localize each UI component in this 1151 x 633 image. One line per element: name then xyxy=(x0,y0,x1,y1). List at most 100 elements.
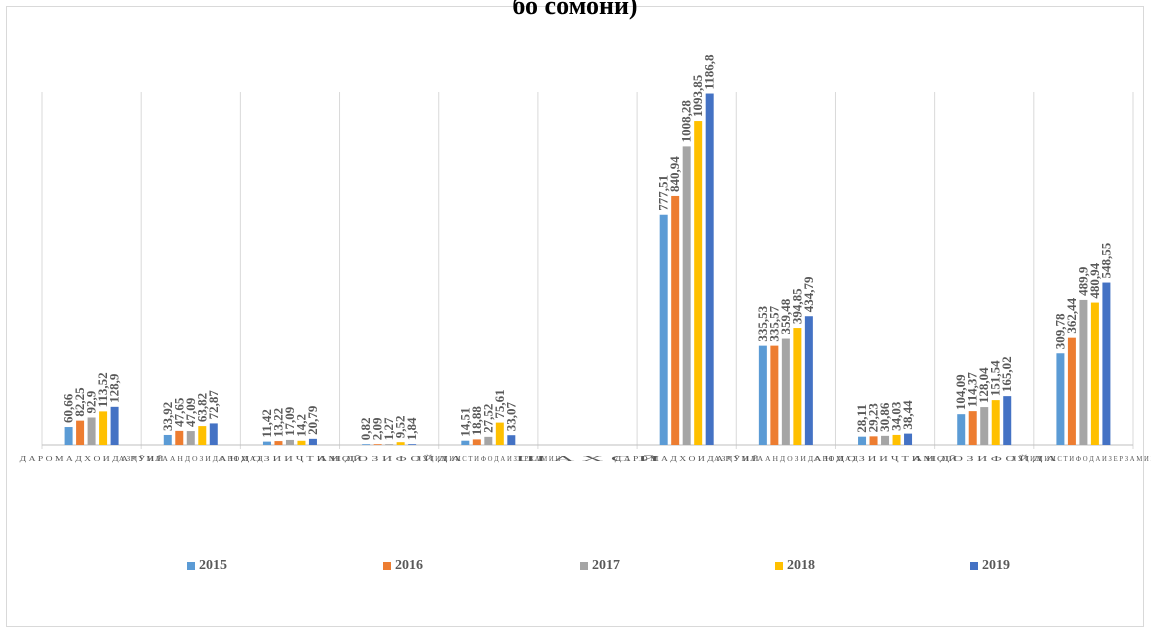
bar-2016 xyxy=(770,345,779,445)
data-label: 777,51 xyxy=(656,175,671,211)
bar-2016 xyxy=(373,444,382,445)
bar-2018 xyxy=(694,121,703,445)
legend-label: 2017 xyxy=(592,558,620,573)
bar-2017 xyxy=(186,431,195,445)
legend: 2015 2016 2017 2018 2019 xyxy=(0,558,1151,578)
data-label: 27,52 xyxy=(480,404,495,433)
data-label: 9,52 xyxy=(393,415,408,438)
bar-2018 xyxy=(99,411,108,445)
bar-2015 xyxy=(64,427,73,445)
data-label: 1008,28 xyxy=(679,100,694,143)
category-label: А Н Д О З И И Ҷ Т И М О Ӣ xyxy=(218,455,362,463)
legend-label: 2018 xyxy=(787,558,815,573)
bar-2018 xyxy=(793,328,802,445)
data-label: 840,94 xyxy=(667,156,682,192)
bar-2017 xyxy=(87,417,96,445)
data-label: 489,9 xyxy=(1075,266,1090,296)
bar-2018 xyxy=(991,400,1000,445)
data-label: 82,25 xyxy=(72,387,87,417)
legend-label: 2016 xyxy=(395,558,423,573)
bar-2016 xyxy=(671,195,680,445)
data-label: 335,57 xyxy=(766,305,781,341)
data-label: 480,94 xyxy=(1087,262,1102,298)
bar-2018 xyxy=(892,434,901,445)
category-label: Л Ӯ Ҷ И М И И С Т И Ф О Д А И З Е Р З А … xyxy=(416,455,560,463)
data-label: 14,2 xyxy=(293,414,308,437)
category-label: А Н Д О З И И Ҷ Т И М О Ӣ xyxy=(813,455,957,463)
data-label: 434,79 xyxy=(801,276,816,312)
data-label: 47,65 xyxy=(171,397,186,427)
bar-2015 xyxy=(461,440,470,445)
data-label: 114,37 xyxy=(965,372,980,408)
data-label: 1093,85 xyxy=(690,74,705,117)
data-label: 72,87 xyxy=(206,390,221,420)
bar-2019 xyxy=(705,93,714,446)
data-label: 1186,8 xyxy=(702,54,717,90)
bar-2016 xyxy=(274,441,283,445)
data-label: 0,82 xyxy=(358,417,373,440)
legend-swatch xyxy=(970,562,978,570)
bar-2016 xyxy=(76,420,85,445)
data-label: 359,48 xyxy=(778,298,793,334)
bar-2015 xyxy=(262,441,271,445)
data-label: 28,11 xyxy=(854,404,869,433)
bar-2016 xyxy=(968,411,977,445)
data-label: 128,04 xyxy=(976,367,991,403)
data-label: 47,09 xyxy=(183,397,198,427)
bar-2019 xyxy=(308,438,317,445)
bar-2018 xyxy=(1090,302,1099,445)
data-label: 113,52 xyxy=(95,372,110,407)
data-label: 165,02 xyxy=(999,356,1014,392)
bar-2015 xyxy=(1056,353,1065,445)
data-label: 60,66 xyxy=(61,393,76,423)
category-label: Д А Р О М А Д Х О И Д А Р Ӯ Н Ӣ xyxy=(615,455,759,463)
legend-swatch xyxy=(187,562,195,570)
legend-item-2016: 2016 xyxy=(383,558,423,574)
bar-2018 xyxy=(495,422,504,445)
data-label: 29,23 xyxy=(866,403,881,433)
bar-2018 xyxy=(297,440,306,445)
data-label: 548,55 xyxy=(1098,242,1113,278)
category-label: А Н Д О З И Ф О Й Д А xyxy=(317,455,461,463)
bar-2016 xyxy=(472,439,481,445)
data-label: 128,9 xyxy=(107,373,122,403)
legend-label: 2019 xyxy=(982,558,1010,573)
legend-item-2015: 2015 xyxy=(187,558,227,574)
bar-2017 xyxy=(484,436,493,445)
bar-2016 xyxy=(175,430,184,445)
legend-label: 2015 xyxy=(199,558,227,573)
bar-2017 xyxy=(881,435,890,445)
bar-2017 xyxy=(781,338,790,445)
data-label: 30,86 xyxy=(877,402,892,432)
legend-item-2017: 2017 xyxy=(580,558,620,574)
bar-2017 xyxy=(1079,299,1088,445)
chart-area: бо сомонӣ) xyxy=(6,0,1144,627)
bar-2019 xyxy=(209,423,218,445)
data-label: 151,54 xyxy=(988,360,1003,396)
legend-item-2019: 2019 xyxy=(970,558,1010,574)
bar-2016 xyxy=(869,436,878,445)
category-label: А З Ҷ У М Л А А Н Д О З И Д А Р О М А Д xyxy=(119,455,263,463)
data-label: 309,78 xyxy=(1052,313,1067,349)
data-label: 1,27 xyxy=(381,417,396,440)
bar-2019 xyxy=(1003,396,1012,445)
bar-2019 xyxy=(904,433,913,445)
data-label: 20,79 xyxy=(305,405,320,435)
legend-swatch xyxy=(383,562,391,570)
bar-2018 xyxy=(396,442,405,445)
data-label: 13,22 xyxy=(270,408,285,437)
bar-2015 xyxy=(659,214,668,445)
legend-item-2018: 2018 xyxy=(775,558,815,574)
bar-2015 xyxy=(163,434,172,445)
bar-2015 xyxy=(758,345,767,445)
bar-2019 xyxy=(507,435,516,445)
bar-2017 xyxy=(285,439,294,445)
category-label: А З Ҷ У М Л А А Н Д О З И Д А Р О М А Д xyxy=(714,455,858,463)
data-label: 2,09 xyxy=(370,417,385,440)
data-label: 335,53 xyxy=(755,305,770,341)
bar-2019 xyxy=(408,444,417,445)
bar-2019 xyxy=(1102,282,1111,445)
data-label: 11,42 xyxy=(259,409,274,438)
data-label: 63,82 xyxy=(194,393,209,422)
data-label: 34,03 xyxy=(889,401,904,431)
